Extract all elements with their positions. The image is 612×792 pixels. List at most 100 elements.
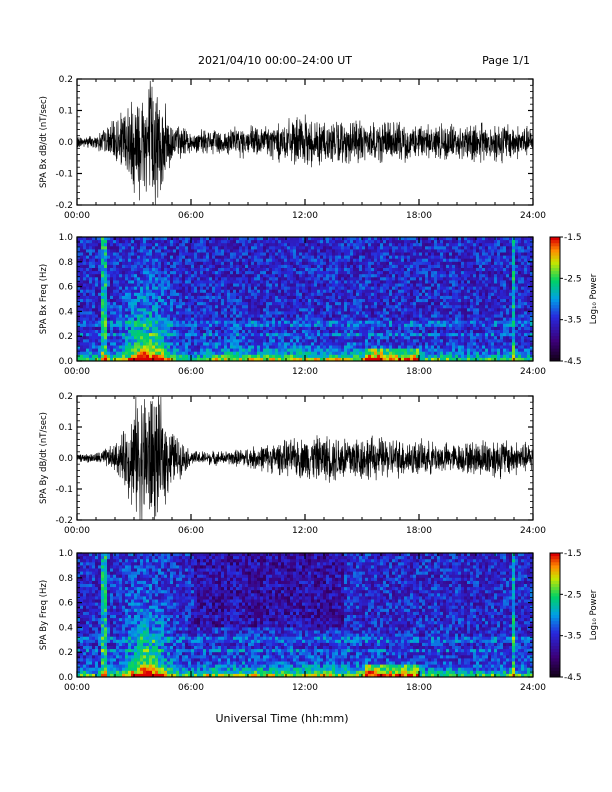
panel-1-cell (407, 274, 411, 278)
panel-1-cell (395, 354, 399, 359)
panel-1-cell (350, 271, 354, 275)
panel-1-cell (353, 249, 357, 253)
panel-1-cell (173, 330, 177, 334)
panel-1-cell (197, 289, 201, 294)
panel-1-cell (119, 336, 123, 340)
panel-1-cell (440, 255, 444, 260)
panel-1-cell (224, 336, 228, 340)
panel-1-cell (350, 268, 354, 272)
panel-1-cell (233, 258, 237, 263)
panel-1-cell (182, 330, 186, 334)
panel-1-cell (428, 299, 432, 303)
panel-1-cell (194, 348, 198, 353)
panel-1-cell (269, 286, 273, 291)
panel-1-cell (131, 336, 135, 340)
panel-1-cell (83, 339, 87, 343)
panel-1-cell (407, 255, 411, 260)
panel-1-cell (227, 255, 231, 260)
panel-1-cell (320, 283, 324, 287)
panel-1-cell (359, 274, 363, 278)
panel-1-cell (119, 289, 123, 294)
panel-1-cell (134, 289, 138, 294)
panel-1-cell (77, 354, 81, 359)
panel-1-cell (419, 243, 423, 247)
panel-1-cell (425, 330, 429, 334)
panel-1-cell (260, 326, 264, 331)
panel-1-cell (416, 339, 420, 343)
panel-1-cell (359, 299, 363, 303)
panel-1-cell (155, 243, 159, 247)
panel-1-cell (221, 289, 225, 294)
panel-1-cell (233, 283, 237, 287)
panel-1-cell (128, 289, 132, 294)
panel-1-cell (116, 357, 120, 362)
panel-1-cell (248, 326, 252, 331)
panel-1-cell (335, 277, 339, 281)
panel-1-cell (107, 305, 111, 309)
panel-1-cell (419, 271, 423, 275)
panel-1-cell (98, 326, 102, 331)
panel-1-cell (197, 357, 201, 362)
panel-1-cell (143, 237, 147, 241)
panel-1-cell (215, 289, 219, 294)
panel-1-cell (431, 311, 435, 315)
panel-1-cell (191, 333, 195, 337)
panel-1-cell (158, 305, 162, 309)
panel-1-cell (335, 283, 339, 287)
panel-1-cell (155, 249, 159, 253)
panel-1-cell (341, 252, 345, 256)
panel-1-cell (143, 336, 147, 340)
panel-1-cell (194, 320, 198, 325)
panel-1-cell (209, 286, 213, 291)
panel-1-cell (110, 249, 114, 253)
panel-1-cell (116, 264, 120, 269)
panel-1-cell (140, 258, 144, 263)
panel-1-cell (332, 258, 336, 263)
panel-1-cell (395, 277, 399, 281)
panel-1-cell (371, 264, 375, 269)
panel-1-cell (221, 264, 225, 269)
panel-1-cell (227, 286, 231, 291)
panel-1-cell (278, 345, 282, 349)
panel-1-cell (410, 255, 414, 260)
panel-1-cell (134, 354, 138, 359)
panel-1-cell (374, 342, 378, 346)
panel-1-cell (266, 317, 270, 322)
panel-1-cell (233, 357, 237, 362)
panel-1-cell (179, 283, 183, 287)
panel-1-cell (422, 339, 426, 343)
panel-1-cell (422, 246, 426, 250)
panel-1-cell (101, 295, 105, 300)
panel-1-cell (245, 299, 249, 303)
panel-1-cell (332, 357, 336, 362)
panel-1-cell (353, 243, 357, 247)
panel-1-cell (182, 299, 186, 303)
panel-1-cell (338, 271, 342, 275)
panel-1-cell (80, 258, 84, 263)
panel-1-cell (149, 289, 153, 294)
panel-1-cell (146, 326, 150, 331)
panel-1-cell (203, 339, 207, 343)
panel-1-cell (308, 252, 312, 256)
panel-1-cell (200, 357, 204, 362)
panel-1-cell (95, 351, 99, 356)
panel-1-cell (191, 317, 195, 322)
panel-1-cell (245, 289, 249, 294)
panel-1-cell (431, 305, 435, 309)
panel-1-cell (266, 305, 270, 309)
panel-1-cell (209, 280, 213, 284)
panel-1-cell (404, 320, 408, 325)
panel-1-cell (281, 302, 285, 306)
panel-1-cell (404, 240, 408, 244)
panel-1-cell (272, 277, 276, 281)
panel-1-cell (104, 299, 108, 303)
panel-1-cell (332, 308, 336, 312)
panel-1-cell (134, 258, 138, 263)
panel-1-cell (386, 295, 390, 300)
panel-1-cell (170, 354, 174, 359)
panel-1-cell (293, 339, 297, 343)
panel-1-cell (434, 314, 438, 318)
panel-1-cell (290, 249, 294, 253)
panel-1-cell (188, 258, 192, 263)
panel-1-cell (254, 292, 258, 297)
